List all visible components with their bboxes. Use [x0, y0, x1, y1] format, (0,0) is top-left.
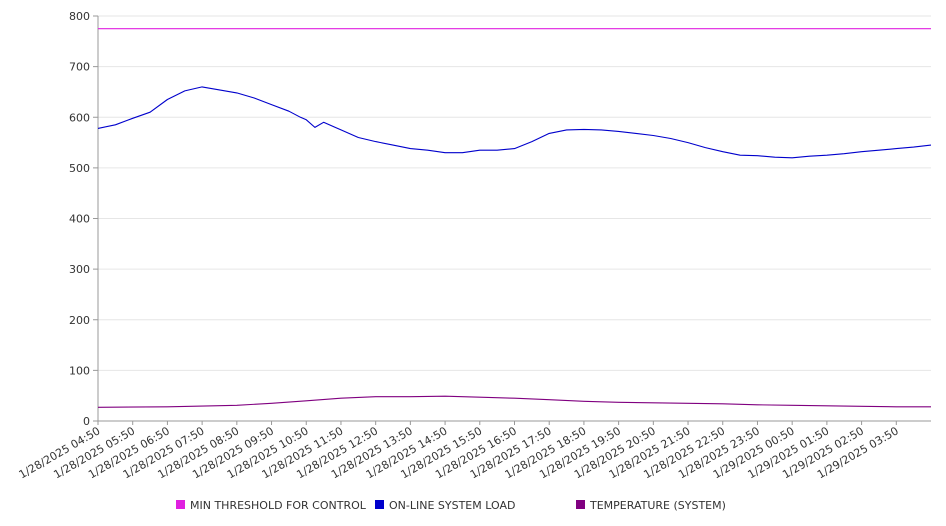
y-tick-label: 600	[69, 111, 90, 124]
y-tick-label: 300	[69, 263, 90, 276]
axes	[93, 15, 931, 425]
y-tick-label: 800	[69, 10, 90, 23]
series-lines	[97, 28, 932, 408]
legend: MIN THRESHOLD FOR CONTROL ON-LINE SYSTEM …	[176, 499, 726, 512]
legend-swatch	[576, 500, 585, 509]
legend-label: ON-LINE SYSTEM LOAD	[389, 499, 515, 512]
y-tick-label: 700	[69, 61, 90, 74]
grid-lines	[98, 15, 931, 371]
series-line-temperature-system	[97, 395, 931, 408]
y-tick-label: 400	[69, 213, 90, 226]
legend-swatch	[375, 500, 384, 509]
y-tick-label: 100	[69, 364, 90, 377]
y-tick-labels: 0 100 200 300 400 500 600 700 800	[69, 10, 90, 428]
legend-swatch	[176, 500, 185, 509]
legend-label: TEMPERATURE (SYSTEM)	[589, 499, 726, 512]
y-tick-label: 500	[69, 162, 90, 175]
y-tick-label: 200	[69, 314, 90, 327]
y-tick-label: 0	[83, 415, 90, 428]
x-tick-labels: 1/28/2025 04:501/28/2025 05:501/28/2025 …	[17, 424, 901, 481]
legend-label: MIN THRESHOLD FOR CONTROL	[190, 499, 367, 512]
series-line-on-line-system-load	[97, 86, 932, 159]
